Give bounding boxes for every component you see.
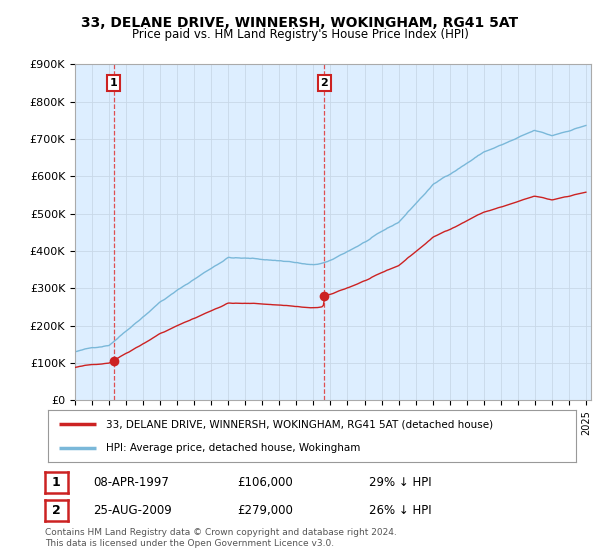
Text: 33, DELANE DRIVE, WINNERSH, WOKINGHAM, RG41 5AT: 33, DELANE DRIVE, WINNERSH, WOKINGHAM, R… — [82, 16, 518, 30]
Text: 2: 2 — [52, 504, 61, 517]
Text: HPI: Average price, detached house, Wokingham: HPI: Average price, detached house, Woki… — [106, 443, 361, 453]
Text: 25-AUG-2009: 25-AUG-2009 — [93, 504, 172, 517]
Text: 1: 1 — [52, 476, 61, 489]
Text: 1: 1 — [110, 78, 118, 88]
Text: £279,000: £279,000 — [237, 504, 293, 517]
Text: Contains HM Land Registry data © Crown copyright and database right 2024.
This d: Contains HM Land Registry data © Crown c… — [45, 528, 397, 548]
Text: 29% ↓ HPI: 29% ↓ HPI — [369, 476, 431, 489]
Text: 33, DELANE DRIVE, WINNERSH, WOKINGHAM, RG41 5AT (detached house): 33, DELANE DRIVE, WINNERSH, WOKINGHAM, R… — [106, 419, 493, 430]
Text: 08-APR-1997: 08-APR-1997 — [93, 476, 169, 489]
Text: 2: 2 — [320, 78, 328, 88]
Text: £106,000: £106,000 — [237, 476, 293, 489]
Text: 26% ↓ HPI: 26% ↓ HPI — [369, 504, 431, 517]
Text: Price paid vs. HM Land Registry's House Price Index (HPI): Price paid vs. HM Land Registry's House … — [131, 28, 469, 41]
